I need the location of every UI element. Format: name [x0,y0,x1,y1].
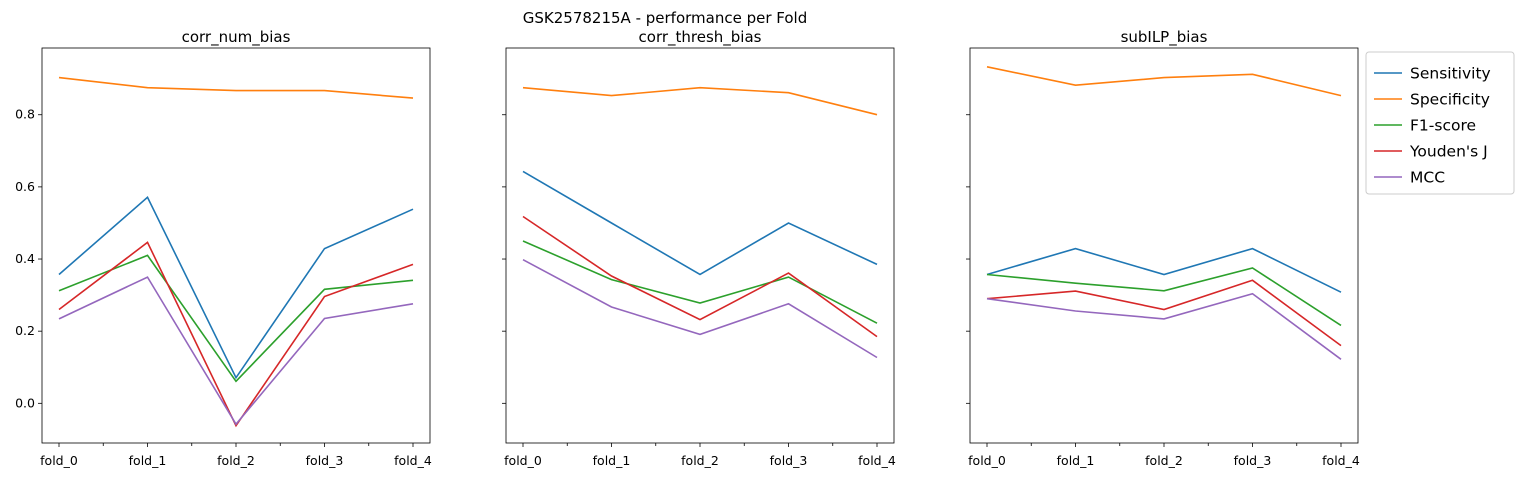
series-line-sensitivity [522,170,878,276]
x-tick-label: fold_4 [858,453,896,468]
subplot-title: subILP_bias [1121,28,1208,47]
series-line-mcc [58,276,414,426]
series-line-sensitivity [58,196,414,380]
figure-suptitle: GSK2578215A - performance per Fold [523,9,807,27]
subplot-title: corr_num_bias [182,28,291,47]
legend-frame [1365,51,1515,195]
x-tick-label: fold_1 [1057,453,1095,468]
y-tick-label: 0.0 [15,395,35,410]
x-tick-label: fold_0 [968,453,1006,468]
x-tick-label: fold_1 [593,453,631,468]
series-line-youden-s-j [522,215,878,338]
series-line-f1-score [986,267,1342,327]
y-tick-label: 0.8 [15,107,35,122]
x-tick-label: fold_1 [129,453,167,468]
legend: Sensitivity Specificity F1-score Youden's J… [1365,51,1515,195]
series-line-mcc [986,292,1342,360]
legend-label: F1-score [1410,117,1476,135]
x-tick-label: fold_3 [1234,453,1272,468]
x-tick-label: fold_2 [217,453,255,468]
subplot-0: corr_num_bias 0.0 0.2 0.4 0.6 0.8 fold_0 fold_1… [15,28,432,468]
series-line-specificity [522,86,878,116]
subplot-1: corr_thresh_bias fold_0 fold_1 fold_2 fold_3… [502,28,896,468]
x-tick-label: fold_3 [306,453,344,468]
subplot-2: subILP_bias fold_0 fold_1 fold_2 fold_3 fold_… [966,28,1360,468]
y-tick-label: 0.2 [15,323,35,338]
series-line-youden-s-j [58,241,414,428]
series-line-specificity [986,66,1342,97]
subplots: corr_num_bias 0.0 0.2 0.4 0.6 0.8 fold_0 fold_1… [15,28,1360,468]
x-tick-label: fold_4 [394,453,432,468]
y-tick-label: 0.4 [15,251,35,266]
legend-label: Specificity [1410,91,1490,109]
series-line-f1-score [522,240,878,324]
series-line-sensitivity [986,247,1342,293]
x-tick-label: fold_0 [504,453,542,468]
axes-frame [41,47,431,444]
y-tick-label: 0.6 [15,179,35,194]
legend-label: MCC [1410,169,1445,187]
series-line-youden-s-j [986,279,1342,347]
series-line-mcc [522,258,878,359]
series-line-specificity [58,76,414,99]
subplot-title: corr_thresh_bias [639,28,762,47]
legend-label: Youden's J [1409,143,1488,161]
x-tick-label: fold_4 [1322,453,1360,468]
x-tick-label: fold_2 [1145,453,1183,468]
series-line-f1-score [58,254,414,383]
x-tick-label: fold_3 [770,453,808,468]
axes-frame [505,47,895,444]
x-tick-label: fold_2 [681,453,719,468]
legend-label: Sensitivity [1410,65,1491,83]
x-tick-label: fold_0 [40,453,78,468]
axes-frame [969,47,1359,444]
